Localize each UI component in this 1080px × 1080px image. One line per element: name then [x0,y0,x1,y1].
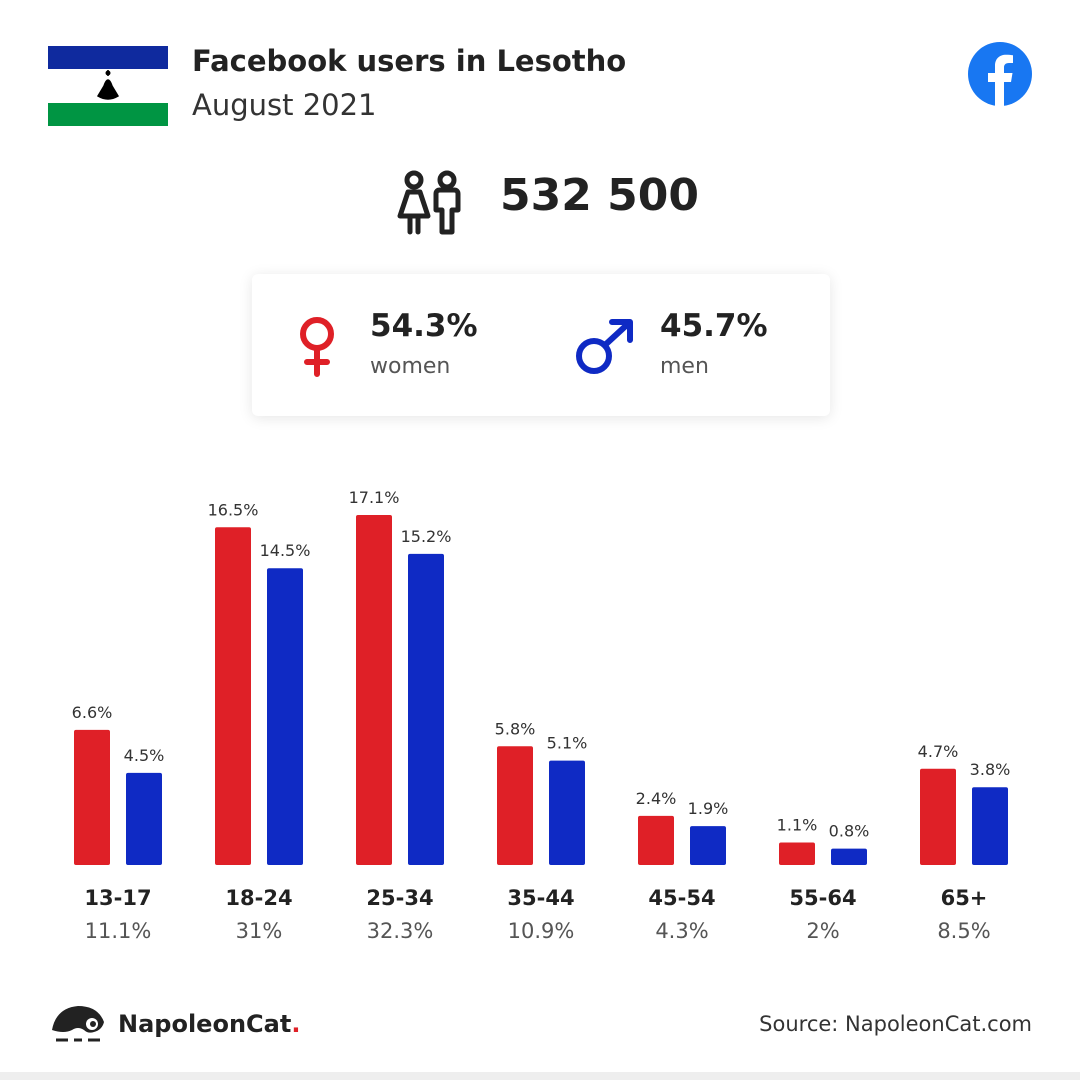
men-percent: 45.7% [660,308,768,344]
bar-value-label: 16.5% [208,500,259,519]
bar-value-label: 1.9% [688,799,729,818]
category-label: 35-44 [507,886,574,910]
page-title: Facebook users in Lesotho [192,44,627,78]
bar-value-label: 17.1% [349,488,400,507]
bar-value-label: 0.8% [829,822,870,841]
bar-45-54-series-1 [690,826,726,865]
facebook-icon [968,42,1032,106]
bar-value-label: 6.6% [72,703,113,722]
brand-name-text: NapoleonCat [118,1010,292,1038]
male-symbol-icon [576,319,633,374]
category-label: 45-54 [648,886,715,910]
women-label: women [370,354,451,379]
page-subtitle: August 2021 [192,88,377,122]
bar-value-label: 15.2% [401,527,452,546]
lesotho-flag-icon [48,46,168,126]
bar-35-44-series-1 [549,760,585,865]
bar-25-34-series-0 [356,515,392,865]
bar-55-64-series-1 [831,848,867,865]
bar-13-17-series-1 [126,772,162,865]
total-users-value: 532 500 [500,170,700,221]
bar-value-label: 5.8% [495,719,536,738]
bar-35-44-series-0 [497,746,533,865]
category-total-label: 10.9% [508,919,575,943]
female-symbol-icon [300,317,334,377]
bar-value-label: 5.1% [547,734,588,753]
category-label: 25-34 [366,886,433,910]
bar-55-64-series-0 [779,842,815,865]
source-label: Source: NapoleonCat.com [759,1012,1032,1036]
age-gender-bar-chart: 6.6% 4.5% 13-17 11.1% 16.5% 14.5% 18-24 31% 17.1… [72,488,1011,943]
bar-18-24-series-0 [215,527,251,865]
category-total-label: 32.3% [367,919,434,943]
bar-65+-series-0 [920,768,956,865]
napoleoncat-logo-icon [52,1006,104,1042]
women-percent: 54.3% [370,308,478,344]
category-label: 18-24 [225,886,292,910]
category-total-label: 11.1% [85,919,152,943]
bar-value-label: 3.8% [970,760,1011,779]
bar-value-label: 4.7% [918,742,959,761]
brand-dot: . [291,1010,301,1038]
bar-13-17-series-0 [74,729,110,865]
people-icon [397,170,461,235]
bar-45-54-series-0 [638,815,674,865]
category-total-label: 4.3% [655,919,708,943]
bar-value-label: 1.1% [777,815,818,834]
gender-card [252,274,830,416]
bar-value-label: 4.5% [124,746,165,765]
bar-value-label: 2.4% [636,789,677,808]
bar-25-34-series-1 [408,553,444,865]
brand-name: NapoleonCat. [118,1010,300,1038]
men-label: men [660,354,709,379]
bottom-strip [0,1072,1080,1080]
category-label: 13-17 [84,886,151,910]
bar-18-24-series-1 [267,568,303,865]
category-total-label: 2% [806,919,839,943]
category-label: 65+ [941,886,988,910]
bar-value-label: 14.5% [260,541,311,560]
category-label: 55-64 [789,886,856,910]
category-total-label: 31% [236,919,283,943]
bar-65+-series-1 [972,787,1008,865]
category-total-label: 8.5% [937,919,990,943]
